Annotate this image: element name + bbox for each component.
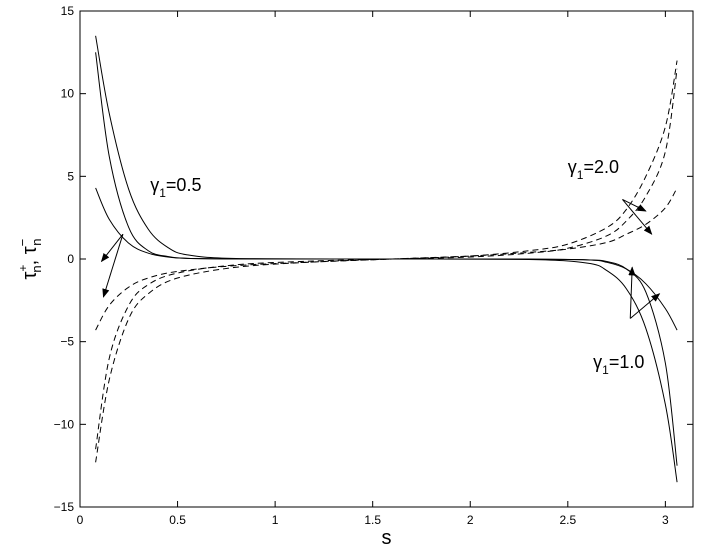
- y-tick-label: 15: [61, 4, 75, 18]
- x-axis-label: s: [382, 527, 392, 549]
- series-line-6: [95, 60, 678, 463]
- x-tick-label: 1.5: [364, 513, 381, 527]
- y-label-tau-plus: τ: [19, 272, 41, 280]
- annotation-arrow-3-2: [629, 293, 661, 319]
- y-tick-label: −15: [54, 500, 75, 514]
- y-label-sup-plus: +: [16, 265, 30, 272]
- y-axis-label: τ+n, τ−n: [15, 238, 44, 279]
- annotation-arrow-2-1: [622, 199, 653, 235]
- y-label-sup-minus: −: [15, 239, 30, 247]
- annotation-arrow-1-1: [100, 233, 124, 263]
- series-layer: [95, 35, 678, 483]
- y-tick-label: −10: [54, 417, 75, 431]
- annotation-arrow-3-1: [628, 266, 636, 319]
- x-tick-label: 2.5: [559, 513, 576, 527]
- y-tick-label: 10: [61, 87, 75, 101]
- y-tick-label: −5: [60, 335, 74, 349]
- y-tick-label: 0: [67, 252, 74, 266]
- annotation-label-1: γ1=0.5: [150, 175, 201, 200]
- x-tick-label: 0.5: [169, 513, 186, 527]
- annotation-label-3: γ1=1.0: [593, 352, 644, 377]
- x-tick-label: 1: [272, 513, 279, 527]
- y-tick-label: 5: [67, 169, 74, 183]
- annotation-arrow-1-2: [102, 234, 124, 298]
- y-label-sub-n-2: n: [29, 238, 44, 245]
- ticks-layer: 0 0.5 1 1.5 2 2.5 3 −15 −10 −5 0 5 10 15: [54, 4, 693, 527]
- annotations-layer: γ1=0.5 γ1=2.0 γ1=1.0: [100, 157, 661, 377]
- y-label-sep: ,: [19, 254, 41, 265]
- x-tick-label: 0: [77, 513, 84, 527]
- annotation-arrow-2-2: [622, 199, 647, 212]
- x-tick-label: 2: [467, 513, 474, 527]
- svg-text:τ+n, τ−n: τ+n, τ−n: [15, 238, 44, 279]
- x-tick-label: 3: [662, 513, 669, 527]
- annotation-label-2: γ1=2.0: [568, 157, 619, 182]
- y-label-tau-minus: τ: [19, 246, 41, 254]
- y-label-sub-n: n: [29, 265, 44, 272]
